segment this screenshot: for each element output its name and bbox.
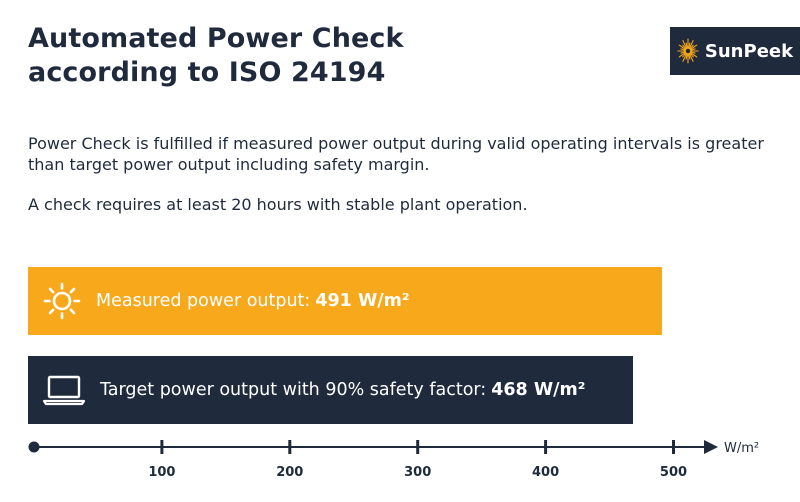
description-paragraph-2: A check requires at least 20 hours with … (28, 195, 528, 214)
title-line-1: Automated Power Check (28, 23, 404, 54)
sunpeek-logo: SunPeek (670, 27, 800, 75)
axis-tick-label-300: 300 (404, 465, 431, 480)
description: Power Check is fulfilled if measured pow… (28, 133, 768, 215)
axis-tick-label-500: 500 (660, 465, 687, 480)
description-paragraph-1: Power Check is fulfilled if measured pow… (28, 134, 764, 174)
sun-icon (43, 282, 81, 320)
title-line-2: according to ISO 24194 (28, 57, 386, 88)
axis-arrow-icon (704, 440, 718, 454)
laptop-icon (42, 375, 86, 406)
x-axis: 100 200 300 400 500 W/m² (0, 430, 800, 494)
axis-tick-label-100: 100 (148, 465, 175, 480)
target-power-value: 468 W/m² (491, 380, 586, 400)
logo-text: SunPeek (704, 40, 794, 62)
axis-tick-label-400: 400 (532, 465, 559, 480)
sun-burst-icon (677, 38, 699, 64)
measured-power-value: 491 W/m² (315, 291, 410, 311)
axis-unit-label: W/m² (724, 441, 759, 456)
axis-tick-label-200: 200 (276, 465, 303, 480)
page-title: Automated Power Check according to ISO 2… (28, 22, 404, 90)
target-power-label: Target power output with 90% safety fact… (100, 380, 586, 400)
x-axis-svg: 100 200 300 400 500 W/m² (28, 440, 759, 480)
measured-power-bar: Measured power output: 491 W/m² (28, 267, 662, 335)
measured-power-label: Measured power output: 491 W/m² (96, 291, 410, 311)
target-power-bar: Target power output with 90% safety fact… (28, 356, 633, 424)
